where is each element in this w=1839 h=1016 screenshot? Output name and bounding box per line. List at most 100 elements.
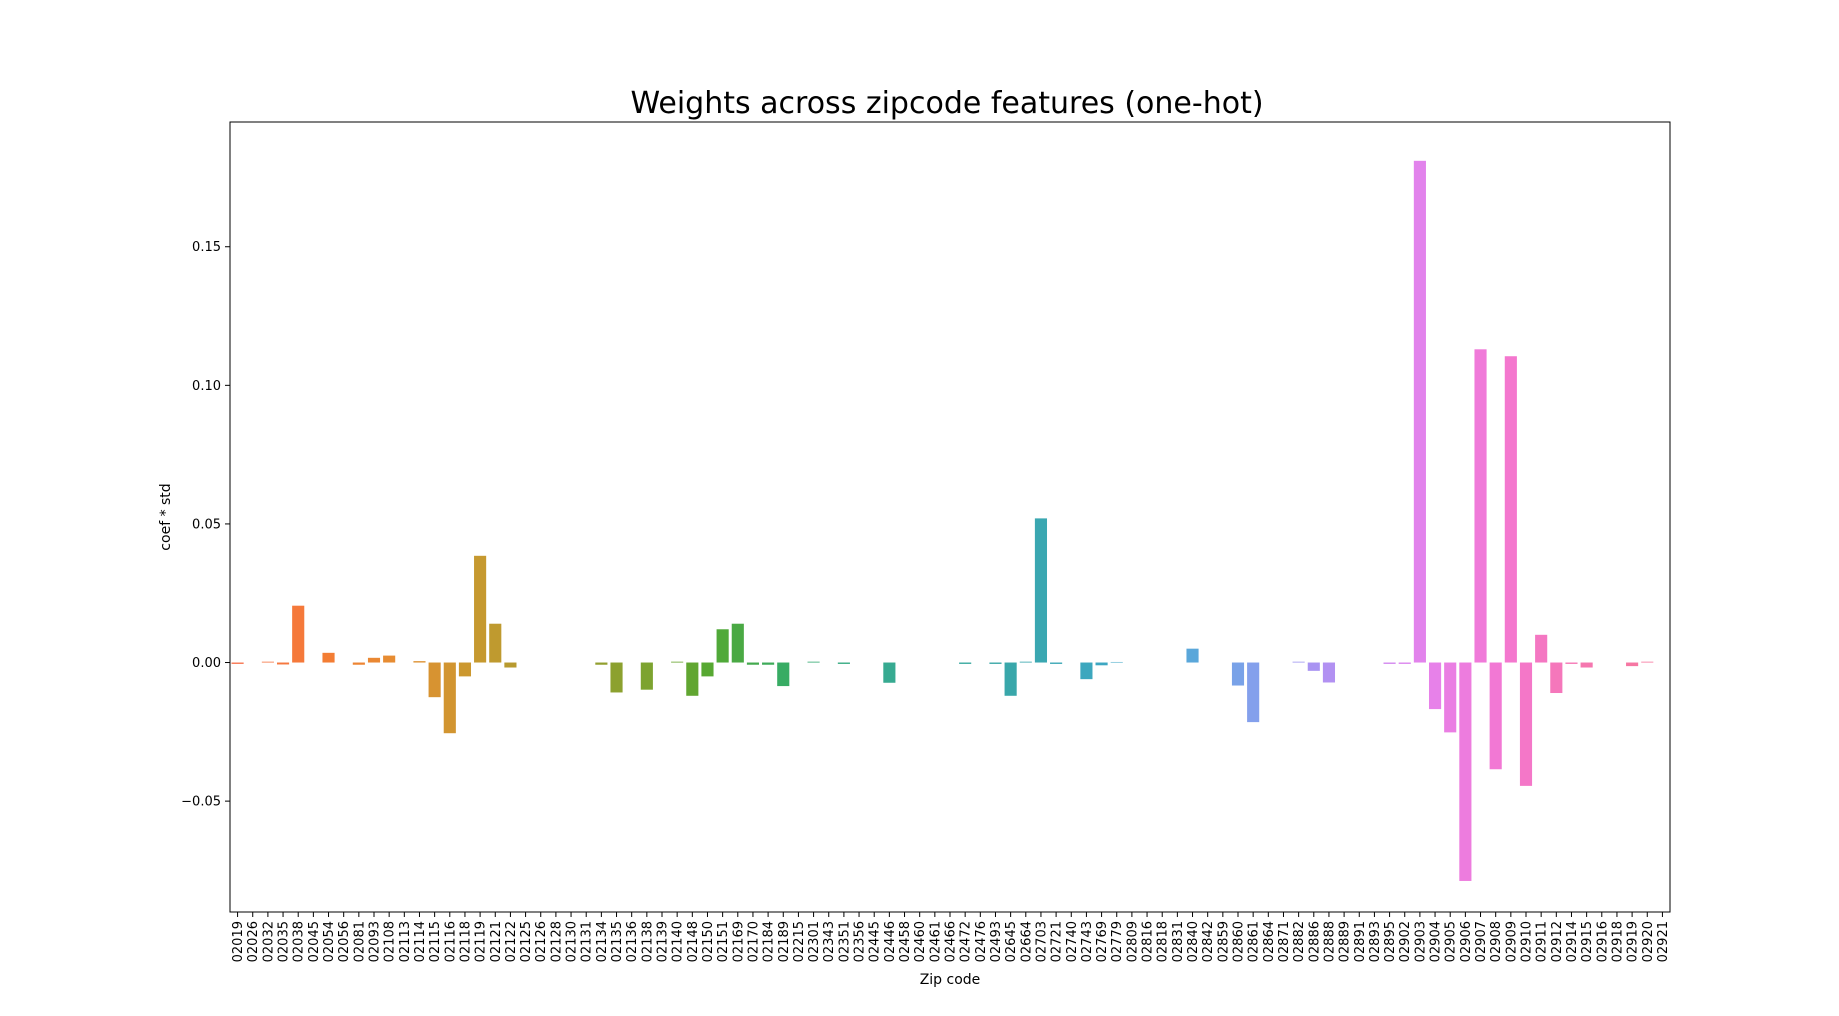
bar-02108	[383, 655, 396, 663]
bar-02119	[474, 555, 487, 663]
x-tick-label: 02886	[1307, 921, 1322, 962]
x-tick-label: 02446	[883, 921, 898, 962]
bar-02902	[1398, 662, 1411, 664]
bar-02121	[489, 623, 502, 663]
x-tick-label: 02769	[1095, 921, 1110, 962]
bar-02150	[701, 662, 714, 677]
x-tick-label: 02905	[1444, 921, 1459, 962]
bar-02493	[989, 662, 1002, 664]
bar-02920	[1641, 661, 1654, 663]
x-tick-label: 02081	[352, 921, 367, 962]
x-tick-label: 02301	[807, 921, 822, 962]
plot-frame	[229, 121, 1671, 913]
bar-02769	[1095, 662, 1108, 666]
x-tick-label: 02148	[686, 921, 701, 962]
x-tick-label: 02122	[504, 921, 519, 962]
x-tick-label: 02831	[1171, 921, 1186, 962]
bar-02135	[610, 662, 623, 693]
x-tick-label: 02343	[822, 921, 837, 962]
x-tick-label: 02909	[1504, 921, 1519, 962]
x-tick-label: 02445	[868, 921, 883, 962]
x-tick-label: 02151	[716, 921, 731, 962]
bar-02903	[1413, 160, 1426, 663]
x-tick-label: 02026	[246, 921, 261, 962]
x-tick-label: 02056	[337, 921, 352, 962]
x-axis: 02019 02026 02032 02035 02038 02045 02054 02056…	[231, 912, 1671, 962]
bar-02038	[292, 605, 305, 663]
y-tick-label: 0.10	[192, 379, 221, 394]
bar-02911	[1535, 634, 1548, 663]
x-tick-label: 02864	[1262, 921, 1277, 962]
bar-02703	[1034, 518, 1048, 663]
bar-02860	[1231, 662, 1245, 686]
x-tick-label: 02461	[928, 921, 943, 962]
bar-02151	[716, 629, 729, 663]
x-tick-label: 02921	[1656, 921, 1671, 962]
bar-02115	[428, 662, 441, 698]
bar-02134	[595, 662, 608, 665]
x-tick-label: 02895	[1383, 921, 1398, 962]
x-tick-label: 02032	[261, 921, 276, 962]
x-tick-label: 02150	[701, 921, 716, 962]
x-tick-label: 02121	[489, 921, 504, 962]
x-tick-label: 02743	[1080, 921, 1095, 962]
x-tick-label: 02054	[322, 921, 337, 962]
x-tick-label: 02139	[656, 921, 671, 962]
x-tick-label: 02871	[1277, 921, 1292, 962]
x-tick-label: 02215	[792, 921, 807, 962]
x-tick-label: 02912	[1550, 921, 1565, 962]
bar-02118	[458, 662, 472, 677]
x-tick-label: 02126	[534, 921, 549, 962]
x-tick-label: 02356	[853, 921, 868, 962]
x-tick-label: 02140	[671, 921, 686, 962]
y-tick-label: −0.05	[181, 795, 221, 810]
bar-02035	[276, 662, 290, 665]
bar-02908	[1489, 662, 1502, 770]
bar-02081	[352, 662, 365, 665]
x-tick-label: 02118	[458, 921, 473, 962]
x-tick-label: 02115	[428, 921, 443, 962]
bar-02840	[1186, 648, 1199, 663]
x-tick-label: 02134	[595, 921, 610, 962]
bar-02861	[1247, 662, 1260, 723]
bar-02904	[1428, 662, 1442, 710]
x-tick-label: 02891	[1353, 921, 1368, 962]
chart-title: Weights across zipcode features (one-hot…	[630, 86, 1263, 121]
x-tick-label: 02902	[1398, 921, 1413, 962]
x-tick-label: 02840	[1186, 921, 1201, 962]
bar-02914	[1565, 662, 1578, 664]
x-tick-label: 02169	[731, 921, 746, 962]
bar-02170	[746, 662, 760, 665]
x-tick-label: 02135	[610, 921, 625, 962]
x-tick-label: 02493	[989, 921, 1004, 962]
x-tick-label: 02131	[580, 921, 595, 962]
x-tick-label: 02914	[1565, 921, 1580, 962]
x-tick-label: 02038	[292, 921, 307, 962]
bar-02148	[686, 662, 699, 696]
x-tick-label: 02130	[565, 921, 580, 962]
y-axis-title: coef * std	[158, 483, 174, 550]
x-axis-title: Zip code	[920, 972, 981, 988]
x-tick-label: 02466	[944, 921, 959, 962]
x-tick-label: 02889	[1338, 921, 1353, 962]
x-tick-label: 02170	[746, 921, 761, 962]
x-tick-label: 02915	[1580, 921, 1595, 962]
x-tick-label: 02472	[959, 921, 974, 962]
x-tick-label: 02904	[1429, 921, 1444, 962]
bar-02140	[671, 661, 684, 663]
x-tick-label: 02138	[640, 921, 655, 962]
x-tick-label: 02918	[1610, 921, 1625, 962]
bar-02032	[261, 661, 274, 663]
x-tick-label: 02458	[898, 921, 913, 962]
bar-02886	[1307, 662, 1320, 671]
bar-02122	[504, 662, 517, 668]
x-tick-label: 02916	[1595, 921, 1610, 962]
bar-02905	[1444, 662, 1457, 733]
y-tick-label: 0.15	[192, 240, 221, 255]
bar-02779	[1110, 661, 1123, 663]
bar-02909	[1504, 356, 1517, 663]
x-tick-label: 02842	[1201, 921, 1216, 962]
x-tick-label: 02779	[1110, 921, 1125, 962]
x-tick-label: 02128	[549, 921, 564, 962]
x-tick-label: 02920	[1641, 921, 1656, 962]
